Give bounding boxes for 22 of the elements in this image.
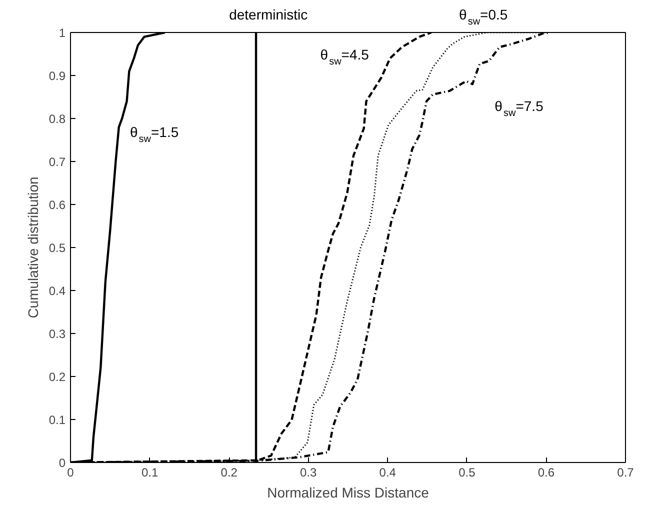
- y-tick-label: 0.3: [48, 327, 66, 341]
- y-tick-label: 0.8: [48, 112, 66, 126]
- y-tick-label: 0.2: [48, 370, 66, 384]
- x-axis-title: Normalized Miss Distance: [267, 484, 430, 500]
- y-tick-label: 0: [58, 456, 66, 470]
- x-tick-label: 0.1: [141, 466, 158, 480]
- y-tick-label: 0.4: [48, 284, 66, 298]
- y-tick-label: 0.7: [48, 155, 66, 169]
- y-tick-label: 0.9: [48, 69, 66, 83]
- text: deterministic: [229, 6, 308, 23]
- x-tick-label: 0.4: [379, 466, 396, 480]
- x-tick-label: 0.2: [220, 466, 238, 480]
- y-tick-label: 1: [58, 26, 66, 40]
- y-tick-label: 0.1: [48, 413, 66, 427]
- x-tick-label: 0.7: [617, 466, 634, 480]
- x-tick-label: 0.5: [458, 466, 476, 480]
- x-tick-label: 0.6: [538, 466, 555, 480]
- x-tick-label: 0: [67, 466, 74, 480]
- y-axis-title: Cumulative distribution: [24, 176, 41, 318]
- y-tick-label: 0.5: [48, 241, 66, 255]
- y-tick-label: 0.6: [48, 198, 66, 212]
- x-tick-label: 0.3: [300, 466, 318, 480]
